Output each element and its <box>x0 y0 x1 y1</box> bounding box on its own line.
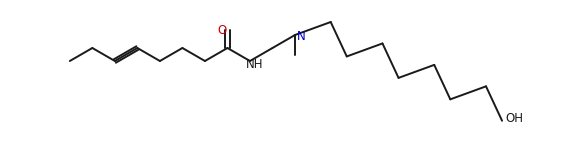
Text: NH: NH <box>246 57 264 70</box>
Text: OH: OH <box>505 112 523 125</box>
Text: O: O <box>218 24 227 36</box>
Text: N: N <box>296 30 306 44</box>
